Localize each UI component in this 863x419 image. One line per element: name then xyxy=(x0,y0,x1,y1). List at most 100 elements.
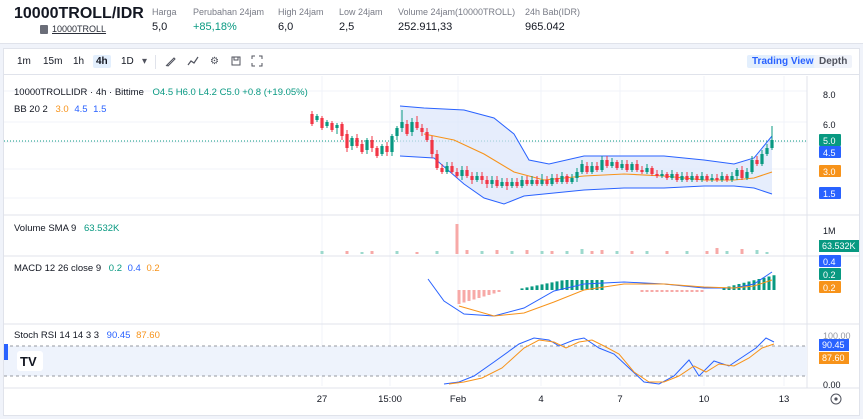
candle-body xyxy=(480,176,484,180)
stat-value-change: +85,18% xyxy=(193,21,237,33)
candle-body xyxy=(440,168,444,172)
indicators-icon[interactable] xyxy=(186,55,199,68)
rsi-tick: 87.60 xyxy=(822,353,845,363)
macd-hist-bar xyxy=(722,287,726,290)
macd-hist-bar xyxy=(472,290,476,300)
rsi-tick-bg xyxy=(819,339,849,351)
macd-hist-bar xyxy=(700,290,704,292)
candle-body xyxy=(505,182,509,186)
volume-bar xyxy=(565,251,569,254)
macd-hist-bar xyxy=(520,288,524,290)
candle-body xyxy=(420,128,424,132)
candle-body xyxy=(515,182,519,186)
candle-body xyxy=(455,172,459,176)
trading-view-button[interactable]: Trading View xyxy=(747,55,819,68)
time-axis: 27 15:00 Feb 4 7 10 13 xyxy=(317,394,790,405)
candle-body xyxy=(700,176,704,180)
candle-body xyxy=(385,146,389,152)
candle-body xyxy=(765,148,769,154)
time-tick: 13 xyxy=(779,394,790,405)
price-chart[interactable]: 8.06.05.04.53.01.51M63.532K0.40.20.2100.… xyxy=(4,76,859,416)
candle-body xyxy=(415,122,419,128)
candle-body xyxy=(740,170,744,178)
candle-body xyxy=(645,168,649,172)
volume-bar xyxy=(715,248,719,254)
macd-histogram xyxy=(457,275,776,304)
macd-hist-bar xyxy=(590,280,594,290)
candle-body xyxy=(685,176,689,180)
candle-body xyxy=(590,166,594,172)
macd-hist-bar xyxy=(477,290,481,298)
macd-hist-bar xyxy=(665,290,669,292)
candle-body xyxy=(380,146,384,154)
macd-signal-line xyxy=(458,279,773,317)
volume-legend: Volume SMA 9 63.532K xyxy=(14,223,119,234)
timeframe-4h[interactable]: 4h xyxy=(93,55,111,68)
gear-icon[interactable]: ⚙ xyxy=(210,56,219,67)
depth-button[interactable]: Depth xyxy=(814,55,853,68)
macd-hist-bar xyxy=(462,290,466,303)
candle-body xyxy=(520,180,524,186)
candle-body xyxy=(750,160,754,172)
volume-bar xyxy=(525,250,529,254)
stat-label-volume: Volume 24jam(10000TROLL) xyxy=(398,7,516,17)
rsi-tick: 0.00 xyxy=(823,380,841,390)
macd-hist-bar xyxy=(580,280,584,290)
candle-body xyxy=(585,166,589,172)
macd-hist-bar xyxy=(675,290,679,292)
timeframe-1d[interactable]: 1D xyxy=(121,56,134,67)
volume-bar xyxy=(510,251,514,254)
volume-bar xyxy=(665,251,669,254)
timeframe-15m[interactable]: 15m xyxy=(43,56,63,67)
volume-bar xyxy=(755,250,759,254)
price-tick: 8.0 xyxy=(823,90,836,100)
candle-body xyxy=(315,116,319,120)
candle-body xyxy=(725,176,729,180)
volume-bar xyxy=(540,251,544,254)
volume-tick: 1M xyxy=(823,226,836,236)
candle-body xyxy=(365,140,369,150)
price-tick-bg xyxy=(819,187,841,199)
candle-body xyxy=(435,154,439,168)
bb-upper-line xyxy=(399,105,773,165)
macd-tick-bg xyxy=(819,281,841,293)
draw-icon[interactable] xyxy=(164,55,177,68)
candle-body xyxy=(570,178,574,182)
volume-bar xyxy=(705,251,709,254)
macd-hist-bar xyxy=(467,290,471,301)
macd-hist-bar xyxy=(525,287,529,290)
candle-body xyxy=(680,176,684,180)
candle-body xyxy=(495,180,499,186)
macd-hist-bar xyxy=(747,281,751,290)
fullscreen-icon[interactable] xyxy=(250,55,263,68)
volume-bar xyxy=(465,250,469,254)
volume-bar xyxy=(645,251,649,254)
ohlc-values: O4.5 H6.0 L4.2 C5.0 +0.8 (+19.05%) xyxy=(152,87,308,98)
coin-link[interactable]: 10000TROLL xyxy=(52,24,107,34)
timeframe-1m[interactable]: 1m xyxy=(17,56,31,67)
symbol-legend: 10000TROLLIDR · 4h · Bittime O4.5 H6.0 L… xyxy=(14,87,308,98)
market-header: 10000TROLL/IDR 10000TROLL Harga 5,0 Peru… xyxy=(0,0,863,44)
rsi-label: Stoch RSI 14 14 3 3 xyxy=(14,330,100,341)
tradingview-logo: TV xyxy=(17,351,43,371)
rsi-d-value: 87.60 xyxy=(136,330,160,341)
macd-hist-bar xyxy=(752,280,756,290)
price-tick: 6.0 xyxy=(823,120,836,130)
bb-band-fill xyxy=(400,106,772,204)
volume-bar xyxy=(590,251,594,254)
candle-body xyxy=(615,162,619,168)
chevron-down-icon[interactable]: ▾ xyxy=(141,56,148,67)
candle-body xyxy=(745,172,749,178)
candle-body xyxy=(350,138,354,146)
timeframe-1h[interactable]: 1h xyxy=(73,56,85,67)
bb-lower-line xyxy=(399,155,773,205)
candle-body xyxy=(375,148,379,156)
time-tick: 7 xyxy=(617,394,622,405)
price-tick: 1.5 xyxy=(823,189,836,199)
coin-icon xyxy=(40,25,48,34)
macd-tick-bg xyxy=(819,255,841,267)
screenshot-icon[interactable] xyxy=(229,55,242,68)
candle-body xyxy=(465,170,469,176)
candle-body xyxy=(560,176,564,182)
macd-hist-bar xyxy=(550,282,554,290)
